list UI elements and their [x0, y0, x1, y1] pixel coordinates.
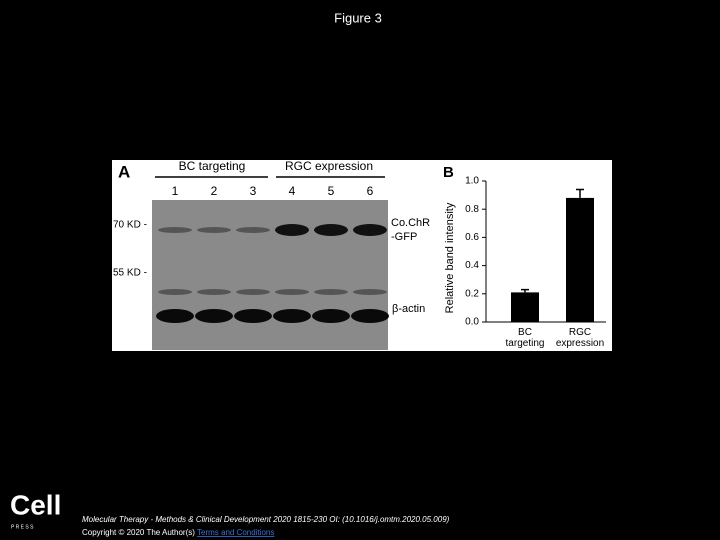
- band: [314, 289, 348, 295]
- band: [195, 309, 233, 323]
- band: [351, 309, 389, 323]
- lane-label: 2: [211, 184, 218, 198]
- group-label: RGC expression: [285, 159, 373, 173]
- group-label: BC targeting: [179, 159, 246, 173]
- band: [312, 309, 350, 323]
- lane-label: 5: [328, 184, 335, 198]
- band: [234, 309, 272, 323]
- bar: [511, 292, 539, 322]
- error-bar: [576, 188, 584, 198]
- band: [236, 227, 270, 233]
- x-tick-label: RGC expression: [556, 327, 604, 349]
- lane-label: 1: [172, 184, 179, 198]
- band: [273, 309, 311, 323]
- logo-sub: P R E S S: [11, 524, 34, 530]
- x-tick-label: BC targeting: [506, 327, 545, 349]
- terms-link[interactable]: Terms and Conditions: [197, 528, 274, 537]
- bar-chart: B Relative band intensity 0.0 0.2 0.4 0.6 0.…: [443, 164, 606, 349]
- y-tick-label: 0.0: [465, 317, 479, 328]
- lane-label: 6: [367, 184, 374, 198]
- citation: Molecular Therapy - Methods & Clinical D…: [82, 515, 450, 524]
- band: [314, 224, 348, 236]
- lane-label: 3: [250, 184, 257, 198]
- y-tick-label: 1.0: [465, 176, 479, 187]
- error-bar: [521, 288, 529, 293]
- band-label: β-actin: [392, 303, 425, 315]
- x-tick-label-line: RGC: [569, 327, 591, 338]
- y-tick-label: 0.4: [465, 260, 479, 271]
- band-label: Co.ChR: [391, 217, 430, 229]
- band: [275, 224, 309, 236]
- x-tick-label-line: targeting: [506, 338, 545, 349]
- band: [158, 289, 192, 295]
- y-tick-label: 0.2: [465, 288, 479, 299]
- band: [353, 224, 387, 236]
- band-label: -GFP: [391, 231, 417, 243]
- panel-label: B: [443, 164, 454, 181]
- y-tick-label: 0.6: [465, 232, 479, 243]
- western-blot: A BC targeting RGC expression 70 KD - 55…: [113, 159, 430, 350]
- lane-label: 4: [289, 184, 296, 198]
- bar: [566, 197, 594, 322]
- band: [197, 289, 231, 295]
- band: [236, 289, 270, 295]
- marker-label: 55 KD -: [113, 268, 147, 279]
- marker-label: 70 KD -: [113, 220, 147, 231]
- band: [353, 289, 387, 295]
- panel-label: A: [118, 162, 130, 181]
- band: [158, 227, 192, 233]
- band: [197, 227, 231, 233]
- x-tick-label-line: expression: [556, 338, 604, 349]
- band: [275, 289, 309, 295]
- blot: [152, 200, 388, 350]
- slide-title: Figure 3: [334, 10, 382, 25]
- logo: Cell: [10, 489, 61, 520]
- y-tick-label: 0.8: [465, 204, 479, 215]
- y-axis-label: Relative band intensity: [444, 202, 456, 313]
- band: [156, 309, 194, 323]
- copyright-text: Copyright © 2020 The Author(s): [82, 528, 195, 537]
- copyright: Copyright © 2020 The Author(s) Terms and…: [82, 528, 274, 537]
- x-tick-label-line: BC: [518, 327, 532, 338]
